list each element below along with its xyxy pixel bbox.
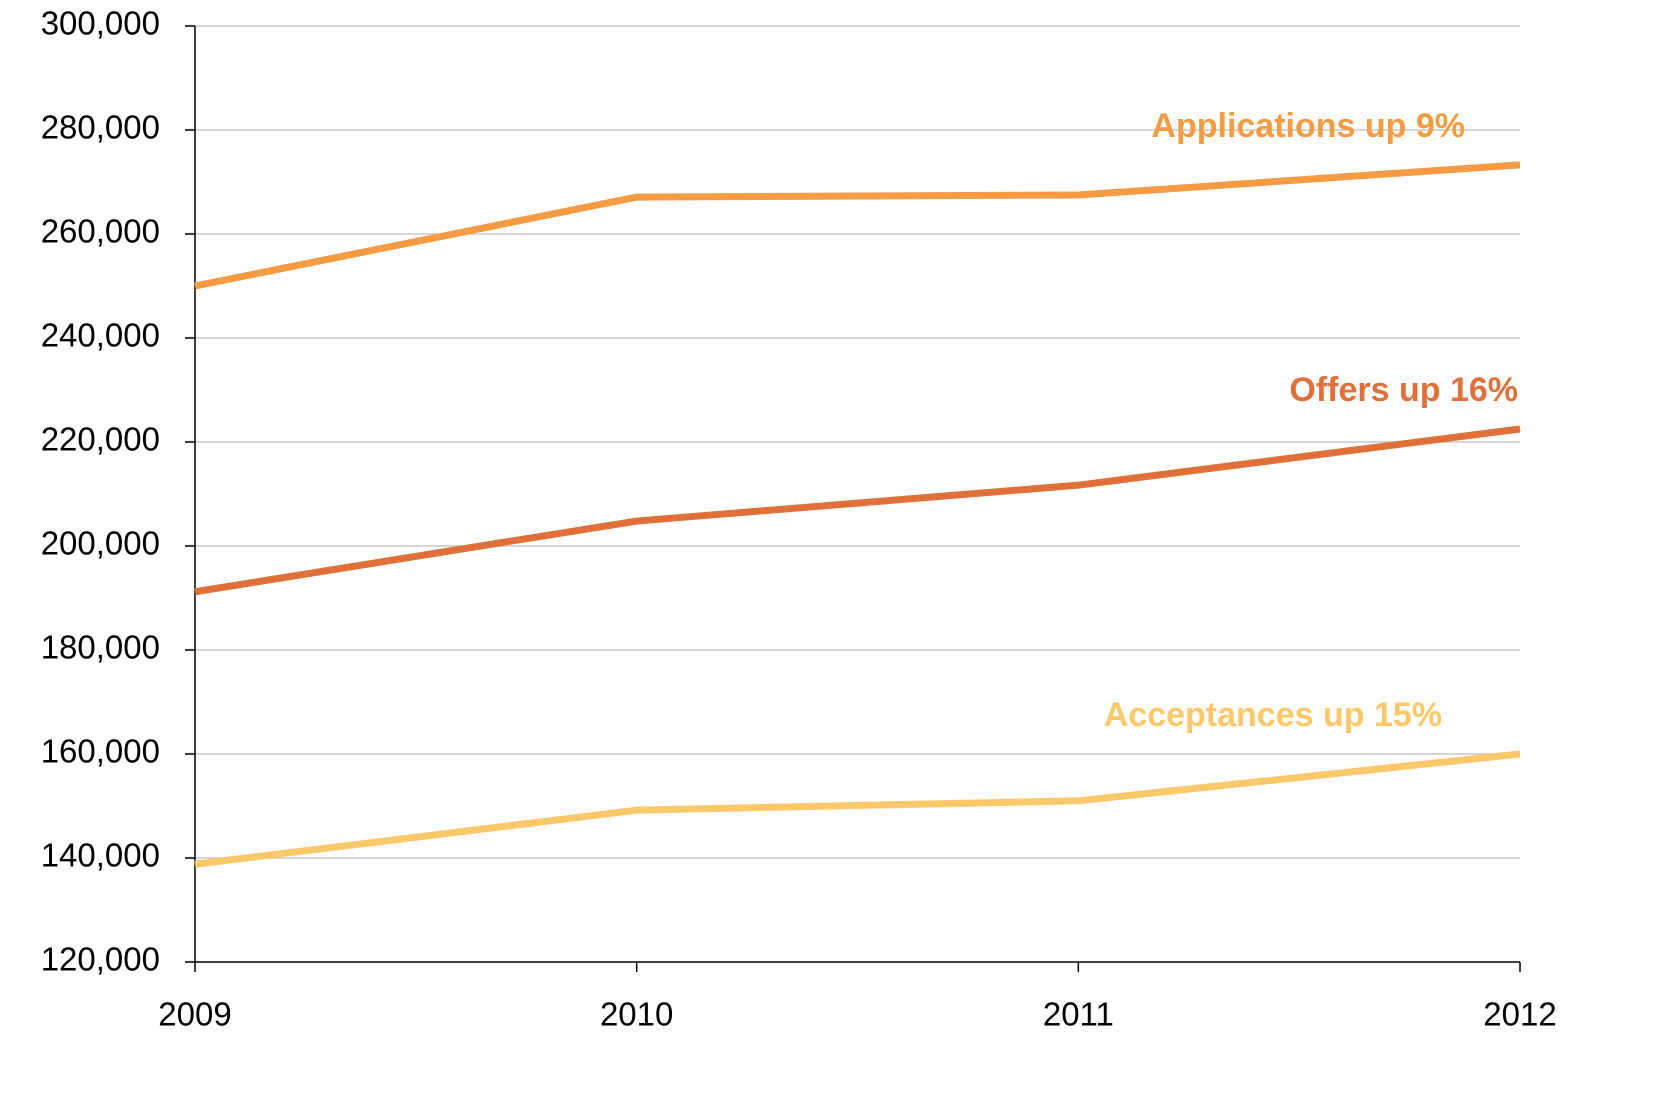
x-tick-label: 2011 (1043, 996, 1114, 1033)
series-line (194, 425, 1521, 596)
y-tick-label: 220,000 (41, 421, 160, 458)
y-tick-label: 240,000 (41, 317, 160, 354)
y-tick-label: 200,000 (41, 525, 160, 562)
y-tick-label: 180,000 (41, 629, 160, 666)
x-tick-label: 2010 (600, 996, 673, 1033)
x-tick-label: 2009 (158, 996, 231, 1033)
series-line (194, 750, 1521, 868)
y-tick-label: 120,000 (41, 941, 160, 978)
y-tick-label: 300,000 (41, 5, 160, 42)
series-line (194, 161, 1521, 290)
y-tick-label: 260,000 (41, 213, 160, 250)
annotation: Acceptances up 15% (1104, 696, 1442, 734)
x-tick-label: 2012 (1483, 996, 1556, 1033)
annotation: Applications up 9% (1151, 107, 1465, 145)
y-tick-label: 280,000 (41, 109, 160, 146)
annotation: Offers up 16% (1289, 371, 1518, 409)
y-tick-label: 140,000 (41, 837, 160, 874)
y-tick-label: 160,000 (41, 733, 160, 770)
